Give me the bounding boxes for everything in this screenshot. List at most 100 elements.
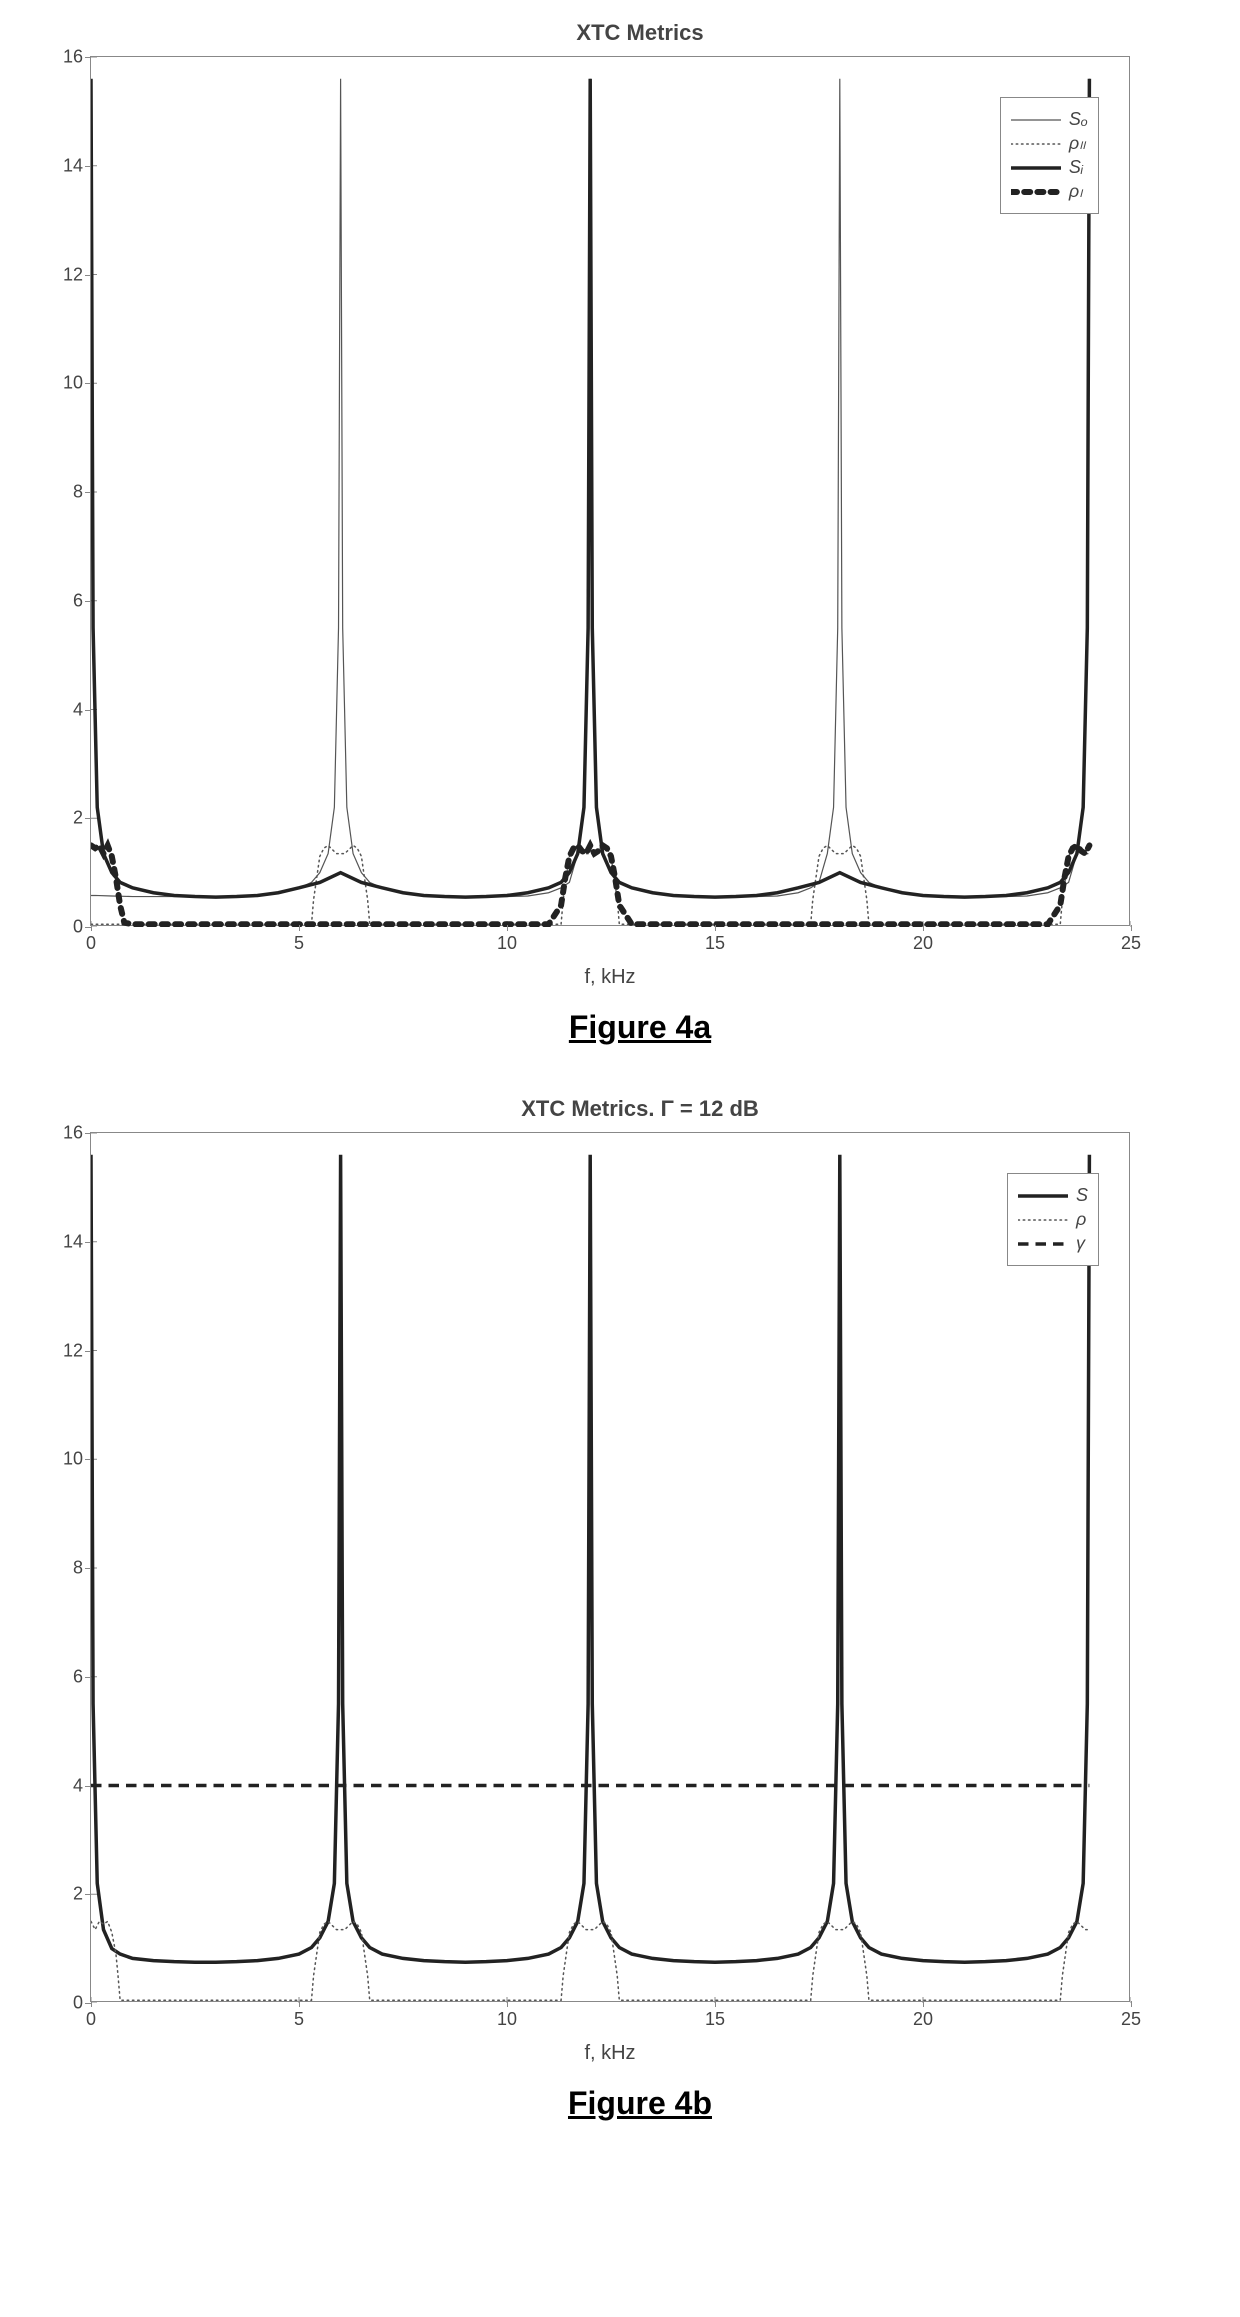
ytick-label: 6 [73,590,83,611]
ytick-label: 8 [73,482,83,503]
legend-swatch [1011,113,1061,127]
legend-label: Sᵢ [1069,157,1083,178]
chart-b-legend: Sργ [1007,1173,1099,1266]
legend-item: S [1018,1185,1088,1206]
legend-swatch [1011,137,1061,151]
ytick-mark [85,1459,91,1460]
ytick-label: 12 [63,1340,83,1361]
chart-b-title: XTC Metrics. Γ = 12 dB [20,1096,1240,1122]
xtick-label: 10 [497,933,517,954]
ytick-label: 16 [63,1123,83,1144]
ytick-mark [85,1351,91,1352]
xtick-label: 20 [913,933,933,954]
xtick-label: 15 [705,933,725,954]
series-S_i [91,79,1089,897]
ytick-label: 10 [63,373,83,394]
ytick-mark [85,818,91,819]
series-S [91,1155,1089,1962]
xtick-mark [507,2001,508,2007]
xtick-label: 10 [497,2009,517,2030]
ytick-mark [85,710,91,711]
chart-a-caption: Figure 4a [20,1009,1240,1046]
ytick-label: 12 [63,264,83,285]
xtick-label: 5 [294,2009,304,2030]
chart-a-title: XTC Metrics [20,20,1240,46]
ytick-mark [85,166,91,167]
ytick-label: 10 [63,1449,83,1470]
ytick-label: 4 [73,1775,83,1796]
page: XTC Metrics SₒρₗₗSᵢρₗ 051015202502468101… [20,20,1240,2122]
series-rho_I [91,845,1089,924]
ytick-mark [85,2003,91,2004]
legend-label: ρₗ [1069,181,1082,202]
ytick-mark [85,492,91,493]
xtick-mark [299,2001,300,2007]
legend-item: γ [1018,1233,1088,1254]
ytick-mark [85,1133,91,1134]
chart-b-caption: Figure 4b [20,2085,1240,2122]
xtick-label: 0 [86,933,96,954]
ytick-label: 0 [73,917,83,938]
ytick-mark [85,383,91,384]
ytick-mark [85,57,91,58]
xtick-mark [715,925,716,931]
legend-label: Sₒ [1069,109,1088,130]
ytick-mark [85,1894,91,1895]
chart-b-plot-area: Sργ 05101520250246810121416 [90,1132,1130,2002]
xtick-label: 25 [1121,2009,1141,2030]
chart-b-xlabel: f, kHz [90,2042,1130,2065]
ytick-label: 2 [73,808,83,829]
ytick-mark [85,927,91,928]
legend-label: γ [1076,1233,1085,1254]
ytick-mark [85,1677,91,1678]
legend-swatch [1018,1237,1068,1251]
xtick-mark [91,925,92,931]
chart-a-plot-area: SₒρₗₗSᵢρₗ 05101520250246810121416 [90,56,1130,926]
ytick-label: 4 [73,699,83,720]
xtick-mark [507,925,508,931]
ytick-mark [85,601,91,602]
legend-label: ρₗₗ [1069,133,1085,154]
legend-label: ρ [1076,1209,1086,1230]
xtick-mark [923,925,924,931]
legend-item: ρ [1018,1209,1088,1230]
ytick-label: 2 [73,1884,83,1905]
legend-swatch [1011,185,1061,199]
legend-item: Sₒ [1011,109,1088,130]
legend-item: ρₗₗ [1011,133,1088,154]
ytick-label: 16 [63,47,83,68]
chart-b-wrapper: XTC Metrics. Γ = 12 dB Sργ 0510152025024… [20,1096,1240,2122]
ytick-mark [85,275,91,276]
ytick-label: 0 [73,1993,83,2014]
chart-a-svg [91,57,1131,927]
ytick-label: 14 [63,155,83,176]
legend-swatch [1018,1189,1068,1203]
legend-swatch [1011,161,1061,175]
ytick-mark [85,1568,91,1569]
ytick-label: 14 [63,1231,83,1252]
xtick-mark [923,2001,924,2007]
xtick-mark [1131,925,1132,931]
ytick-label: 6 [73,1666,83,1687]
legend-swatch [1018,1213,1068,1227]
xtick-label: 20 [913,2009,933,2030]
legend-item: Sᵢ [1011,157,1088,178]
ytick-mark [85,1786,91,1787]
series-rho_II [91,845,1089,924]
chart-b-svg [91,1133,1131,2003]
xtick-mark [299,925,300,931]
xtick-mark [715,2001,716,2007]
chart-a-legend: Sₒ ρₗₗ Sᵢ ρₗ [1000,97,1099,214]
xtick-label: 25 [1121,933,1141,954]
xtick-label: 5 [294,933,304,954]
xtick-mark [91,2001,92,2007]
xtick-mark [1131,2001,1132,2007]
legend-item: ρₗ [1011,181,1088,202]
chart-a-wrapper: XTC Metrics Sₒ ρₗₗ Sᵢ ρₗ 0 5 10 15 20 25 0 2 4 6 8 10 1… [20,20,1240,1046]
chart-a-xlabel: f, kHz [90,966,1130,989]
legend-label: S [1076,1185,1088,1206]
xtick-label: 0 [86,2009,96,2030]
xtick-label: 15 [705,2009,725,2030]
ytick-mark [85,1242,91,1243]
ytick-label: 8 [73,1558,83,1579]
